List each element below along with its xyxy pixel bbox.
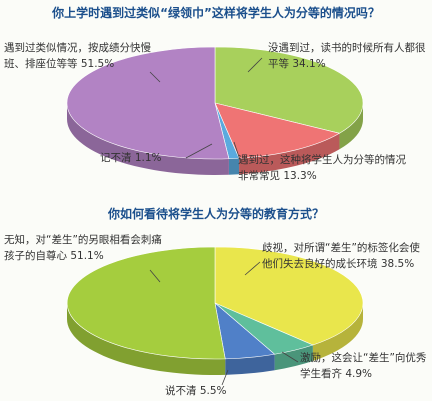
chart-title-text: 你上学时遇到过类似“绿领巾”这样将学生人为分等的情况吗？ bbox=[52, 6, 380, 20]
chart-title: 你如何看待将学生人为分等的教育方式？ bbox=[0, 205, 432, 222]
slice-side bbox=[225, 354, 275, 375]
slice-label-text: 说不清 bbox=[165, 385, 197, 397]
slice-label-text: 遇到过，这种将学生人为分等的情况非常常见 bbox=[238, 154, 406, 182]
slice-label: 记不清 1.1% bbox=[100, 150, 190, 166]
leader-line bbox=[221, 369, 229, 386]
slice-label-text: 无知，对“差生”的另眼相看会刺痛孩子的自尊心 bbox=[4, 234, 162, 262]
slice-value-label: 51.5% bbox=[80, 58, 115, 70]
leader-line bbox=[247, 57, 263, 73]
slice-label: 歧视，对所谓“差生”的标签化会使他们失去良好的成长环境 38.5% bbox=[262, 240, 428, 272]
slice-value-label: 1.1% bbox=[134, 152, 162, 164]
slice-value-label: 34.1% bbox=[292, 58, 326, 70]
slice-label: 遇到过，这种将学生人为分等的情况非常常见 13.3% bbox=[238, 152, 408, 184]
slice-label-text: 歧视，对所谓“差生”的标签化会使他们失去良好的成长环境 bbox=[262, 242, 420, 270]
slice bbox=[66, 246, 226, 360]
chart-title-text: 你如何看待将学生人为分等的教育方式？ bbox=[107, 207, 324, 221]
slice-value-label: 38.5% bbox=[380, 258, 415, 270]
slice-side bbox=[239, 133, 340, 175]
slice-value-label: 51.1% bbox=[70, 250, 104, 262]
slice-label: 没遇到过，读书的时候所有人都很平等 34.1% bbox=[268, 40, 428, 72]
slice-side bbox=[312, 303, 363, 362]
slice-label: 遇到过类似情况，按成绩分快慢班、排座位等等 51.5% bbox=[4, 40, 169, 72]
leader-line bbox=[244, 261, 261, 276]
slice-value-label: 5.5% bbox=[199, 385, 227, 397]
slice-label: 无知，对“差生”的另眼相看会刺痛孩子的自尊心 51.1% bbox=[4, 232, 172, 264]
slice-side bbox=[274, 345, 313, 371]
slice bbox=[66, 46, 230, 160]
slice-value-label: 4.9% bbox=[345, 368, 373, 380]
leader-line bbox=[281, 351, 299, 363]
leader-line bbox=[233, 141, 241, 161]
slice-value-label: 13.3% bbox=[283, 170, 317, 182]
slice bbox=[214, 102, 341, 159]
leader-line bbox=[185, 143, 213, 159]
slice-side bbox=[66, 303, 226, 376]
slice-label-text: 遇到过类似情况，按成绩分快慢班、排座位等等 bbox=[4, 42, 151, 70]
slice-label-text: 记不清 bbox=[100, 152, 132, 164]
slice-side bbox=[228, 158, 240, 175]
slice-label: 激励，这会让“差生”向优秀学生看齐 4.9% bbox=[300, 350, 430, 382]
slice-label: 说不清 5.5% bbox=[165, 383, 255, 399]
leader-line bbox=[149, 269, 161, 283]
slice-side bbox=[339, 103, 363, 150]
slice bbox=[214, 246, 364, 346]
chart-title: 你上学时遇到过类似“绿领巾”这样将学生人为分等的情况吗？ bbox=[0, 4, 432, 21]
slice-side bbox=[67, 103, 229, 175]
slice-label-text: 激励，这会让“差生”向优秀学生看齐 bbox=[300, 352, 427, 380]
leader-line bbox=[149, 71, 161, 83]
slice-label-text: 没遇到过，读书的时候所有人都很平等 bbox=[268, 42, 426, 70]
